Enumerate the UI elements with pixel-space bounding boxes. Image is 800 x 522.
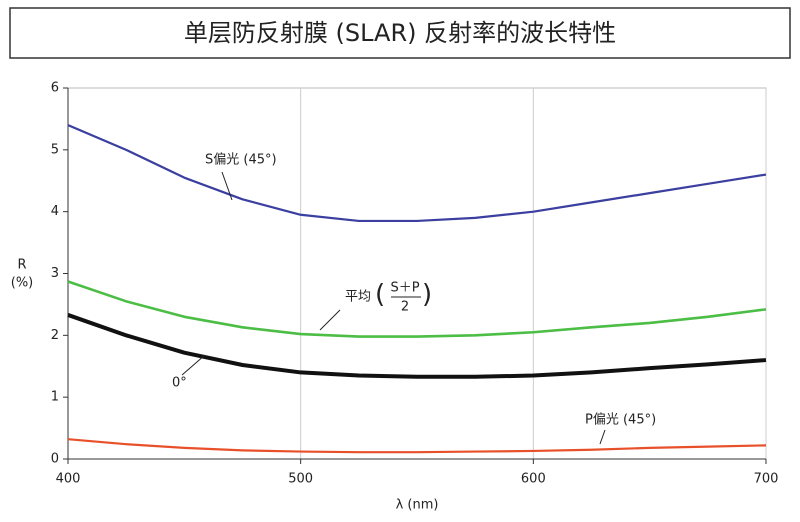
series-line <box>67 124 767 223</box>
y-tick-label: 6 <box>51 81 59 96</box>
annotation-paren: ) <box>422 280 432 310</box>
title-box <box>9 7 791 59</box>
y-tick-label: 1 <box>51 390 59 405</box>
annotation-leader <box>319 309 341 331</box>
y-tick-label: 3 <box>51 266 59 281</box>
annotation-numerator: S＋P <box>390 281 419 296</box>
annotation-paren: ( <box>375 280 385 310</box>
series-annotation: P偏光 (45°) <box>585 413 656 428</box>
x-axis-label: λ (nm) <box>396 498 439 513</box>
y-tick-label: 0 <box>51 452 59 467</box>
y-tick-label: 2 <box>51 328 59 343</box>
series-line <box>67 438 767 454</box>
series-line <box>67 280 767 338</box>
plot-frame <box>67 87 767 460</box>
annotation-leader <box>181 354 206 376</box>
series-line <box>67 313 767 379</box>
series-annotation: S偏光 (45°) <box>205 153 277 168</box>
y-axis-label: (%) <box>11 276 34 291</box>
y-tick-label: 4 <box>51 204 59 219</box>
x-tick-label: 500 <box>288 472 313 487</box>
x-tick-label: 700 <box>754 472 779 487</box>
series-annotation: 0° <box>172 376 187 391</box>
chart-title: 单层防反射膜 (SLAR) 反射率的波长特性 <box>184 19 616 47</box>
annotation-leader <box>599 429 606 445</box>
y-axis-label: R <box>17 258 26 273</box>
y-tick-label: 5 <box>51 142 59 157</box>
series-annotation: 平均 <box>345 290 371 305</box>
annotation-denominator: 2 <box>401 300 409 315</box>
x-tick-label: 400 <box>56 472 81 487</box>
x-tick-label: 600 <box>521 472 546 487</box>
annotation-leader <box>221 171 233 201</box>
